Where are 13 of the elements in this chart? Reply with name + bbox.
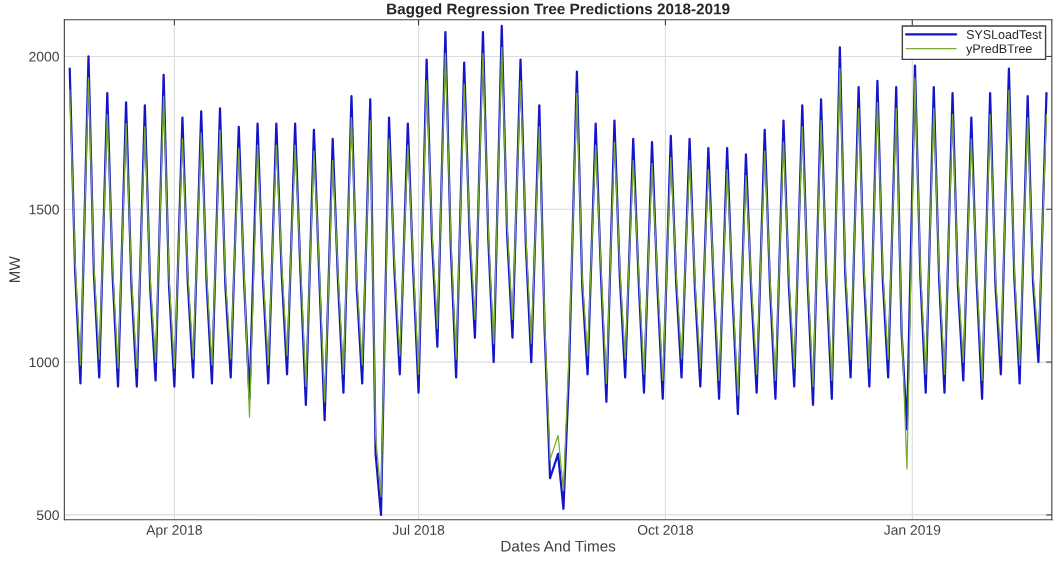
x-tick-label: Apr 2018 xyxy=(146,525,202,538)
x-axis-title: Dates And Times xyxy=(501,540,616,552)
legend-label: yPredBTree xyxy=(966,43,1032,56)
y-tick-label: 1000 xyxy=(29,357,59,368)
legend-label: SYSLoadTest xyxy=(966,29,1042,39)
y-tick-label: 1500 xyxy=(29,204,59,215)
y-tick-label: 500 xyxy=(36,510,59,521)
chart-title: Bagged Regression Tree Predictions 2018-2019 xyxy=(387,3,730,18)
y-tick-label: 2000 xyxy=(29,51,59,62)
x-tick-label: Jul 2018 xyxy=(392,524,445,535)
y-axis-title: MW xyxy=(9,256,20,283)
x-tick-label: Oct 2018 xyxy=(637,525,694,535)
x-tick-label: Jan 2019 xyxy=(883,525,941,535)
